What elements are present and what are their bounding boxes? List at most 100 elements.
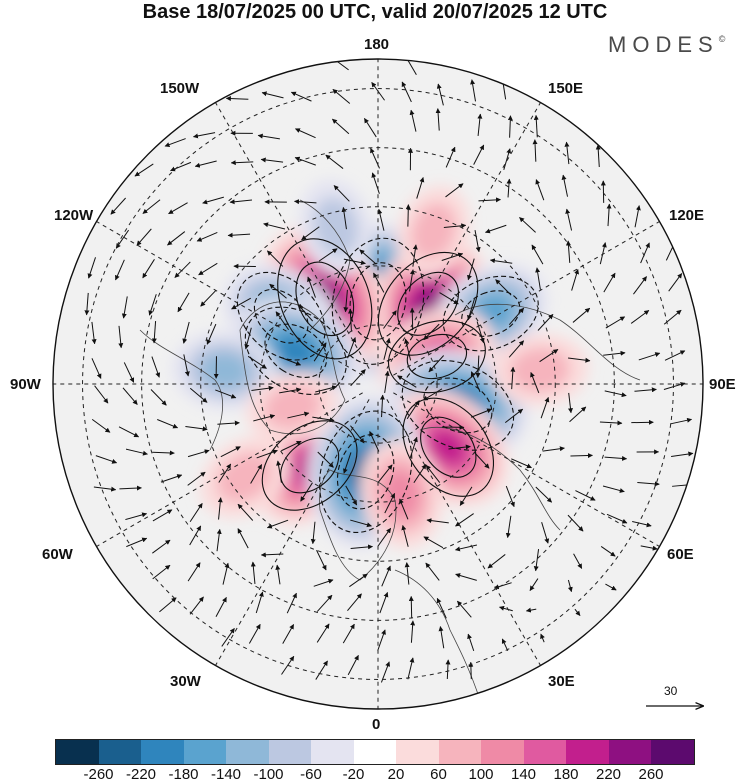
wind-vector-arrow [439,292,459,305]
wind-vector-arrow [250,464,263,484]
colorbar-tick-label: -100 [253,766,284,783]
wind-vector-arrow [294,156,316,166]
wind-vector-arrow [508,307,525,326]
wind-vector-arrow [532,139,538,162]
wind-vector-arrow [218,463,232,483]
meridian-line [386,399,541,666]
wind-vector-arrow [286,592,297,614]
wind-vector-arrow [222,562,230,585]
wind-vector-arrow [409,436,418,459]
contour-line [387,319,486,394]
wind-vector-arrow [399,498,409,520]
brand-text: MODES [608,32,719,57]
wind-vector-arrow [110,197,126,215]
anomaly-shading [430,430,466,465]
wind-vector-arrow [377,629,386,651]
wind-vector-arrow [425,562,440,581]
wind-vector-arrow [441,252,464,262]
wind-vector-arrow [542,446,565,452]
wind-vector-arrow [256,449,278,459]
wind-vector-arrow [540,633,545,643]
wind-vector-arrow [470,371,481,393]
wind-vector-arrow [183,354,190,377]
wind-vector-arrow [604,455,628,461]
wind-vector-arrow [134,163,154,177]
colorbar-tick-label: 180 [553,766,579,783]
wind-vector-arrow [123,362,135,383]
colorbar-tick-label: -60 [300,766,322,783]
wind-vector-arrow [603,272,616,293]
wind-vector-arrow [632,520,652,528]
colorbar-cell [353,740,396,764]
lon-label-120e: 120E [669,207,705,224]
wind-vector-arrow [485,224,507,234]
colorbar-tick-label: 140 [510,766,537,783]
meridian-line [96,221,363,376]
wind-vector-arrow [537,313,554,331]
wind-vector-arrow [152,564,171,580]
wind-vector-arrow [115,259,125,281]
wind-vector-arrow [570,453,593,459]
wind-vector-arrow [84,292,90,316]
wind-vector-arrow [369,431,380,452]
wind-vector-arrow [164,138,186,147]
wind-vector-arrow [247,355,267,369]
wind-vector-arrow [470,79,477,102]
wind-vector-arrow [487,554,506,569]
wind-vector-arrow [121,296,128,319]
wind-vector-arrow [568,392,573,414]
wind-vector-arrow [332,88,351,104]
wind-vector-arrow [668,273,683,292]
wind-vector-arrow [350,519,372,528]
wind-vector-arrow [279,356,302,366]
meridian-line [393,392,660,547]
lon-label-60w: 60W [42,546,73,563]
wind-vector-arrow [476,321,485,344]
map-border [52,58,704,710]
wind-vector-arrow [119,485,142,491]
colorbar-tick-label: -260 [83,766,114,783]
wind-vector-arrow [663,382,686,390]
colorbar-cell [141,740,184,764]
wind-vector-arrow [381,565,391,587]
wind-vector-arrow [349,573,368,588]
colorbar-cell [396,740,439,764]
contour-line [264,323,328,378]
wind-vector-arrow [150,389,167,406]
wind-vector-arrow [227,232,251,238]
map-title: Base 18/07/2025 00 UTC, valid 20/07/2025… [142,1,608,23]
wind-vector-arrow [157,419,179,429]
wind-vector-arrow [564,141,570,165]
wind-vector-arrow [220,446,241,458]
wind-vector-arrow [142,259,155,279]
wind-vector-arrow [170,161,192,172]
wind-vector-arrow [567,514,584,532]
wind-vector-arrow [237,528,249,549]
wind-vector-arrow [495,279,512,296]
wind-vector-arrow [151,321,157,344]
wind-vector-arrow [363,117,377,138]
wind-vector-arrow [561,174,569,197]
wind-vector-arrow [248,623,261,644]
wind-vector-arrow [467,298,475,321]
wind-vector-arrow [603,350,626,356]
wind-vector-arrow [569,406,587,423]
contour-line [420,416,477,478]
wind-vector-arrow [250,561,256,584]
wind-vector-arrow [118,426,140,438]
wind-vector-arrow [568,357,591,363]
wind-vector-arrow [237,503,254,521]
wind-vector-arrow [404,562,410,585]
wind-vector-arrow [409,307,415,331]
wind-vector-arrow [275,564,281,585]
colorbar-cell [481,740,524,764]
wind-vector-arrow [401,524,409,547]
wind-vector-arrow [630,309,650,324]
wind-vector-arrow [159,597,177,613]
wind-vector-arrow [493,582,512,590]
wind-vector-arrow [189,387,208,403]
colorbar-tick-label: -20 [342,766,365,783]
anomaly-shading [201,352,249,389]
wind-vector-arrow [347,308,353,331]
wind-vector-arrow [152,539,171,554]
